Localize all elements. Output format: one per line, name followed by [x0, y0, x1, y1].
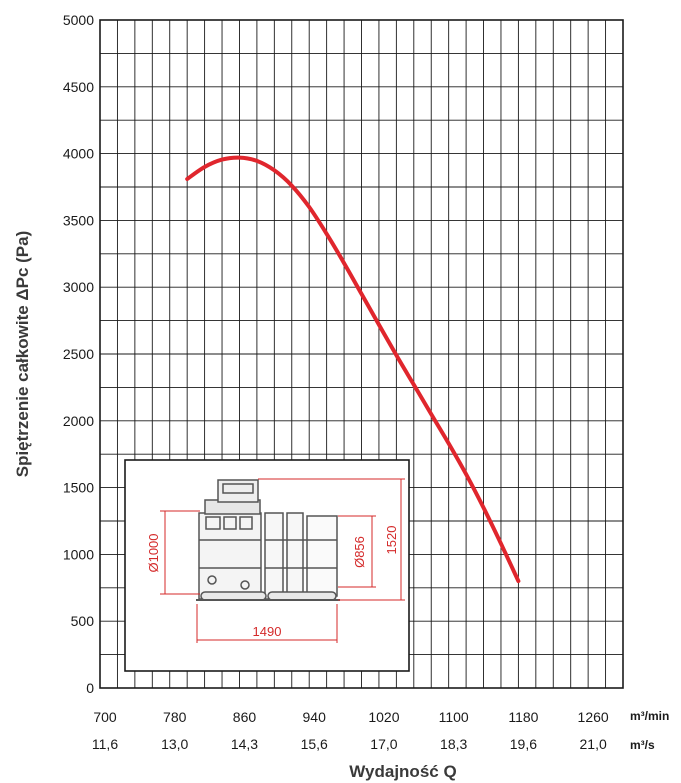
dimension-diameter-1000: Ø1000	[146, 533, 161, 572]
dimension-height-1520: 1520	[384, 526, 399, 555]
x-tick-label-secondary: 11,6	[92, 736, 118, 752]
x-tick-label-secondary: 21,0	[580, 736, 607, 752]
x-tick-label-secondary: 15,6	[301, 736, 328, 752]
dimension-width-1490: 1490	[253, 624, 282, 639]
x-tick-label-primary: 940	[303, 709, 327, 725]
fan-drawing	[196, 479, 340, 601]
x-tick-label-primary: 1260	[578, 709, 609, 725]
x-tick-label-secondary: 17,0	[370, 736, 397, 752]
y-tick-label: 0	[86, 680, 94, 696]
y-tick-label: 1000	[63, 546, 94, 562]
y-tick-label: 2000	[63, 413, 94, 429]
y-tick-label: 5000	[63, 12, 94, 28]
fan-dimension-drawing: Ø1000 Ø856 1520 1490	[124, 459, 410, 672]
series-line	[185, 155, 521, 584]
x-unit-secondary: m³/s	[630, 738, 655, 752]
x-tick-label-primary: 1180	[508, 709, 538, 725]
x-tick-label-secondary: 14,3	[231, 736, 258, 752]
x-tick-label-secondary: 18,3	[440, 736, 467, 752]
x-tick-label-secondary: 19,6	[510, 736, 537, 752]
y-tick-label: 1500	[63, 480, 94, 496]
dimension-lines	[160, 478, 405, 643]
x-tick-label-primary: 700	[93, 709, 117, 725]
x-unit-primary: m³/min	[630, 709, 669, 723]
x-tick-label-primary: 1020	[368, 709, 399, 725]
x-tick-labels: 700 11,6 780 13,0 860 14,3 940 15,6 1020 17,0 1100…	[92, 709, 609, 752]
y-tick-label: 3500	[63, 212, 94, 228]
plot-area-border	[99, 19, 624, 689]
y-axis-title: Spiętrzenie całkowite ΔPc (Pa)	[13, 231, 32, 478]
y-tick-label: 4000	[63, 146, 94, 162]
y-tick-labels: 0 500 1000 1500 2000 2500 3000 3500 4000 4500 5000	[63, 12, 94, 696]
x-tick-label-primary: 1100	[439, 709, 469, 725]
y-tick-label: 3000	[63, 279, 94, 295]
y-tick-label: 500	[71, 613, 95, 629]
x-axis-title: Wydajność Q	[349, 762, 456, 781]
x-tick-label-secondary: 13,0	[161, 736, 188, 752]
x-tick-label-primary: 860	[233, 709, 257, 725]
y-tick-label: 4500	[63, 79, 94, 95]
y-tick-label: 2500	[63, 346, 94, 362]
dimension-diameter-856: Ø856	[352, 536, 367, 568]
x-tick-label-primary: 780	[163, 709, 187, 725]
